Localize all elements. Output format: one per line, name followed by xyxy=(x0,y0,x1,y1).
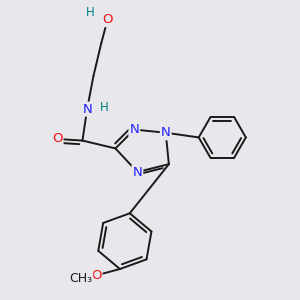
Text: CH₃: CH₃ xyxy=(69,272,92,285)
Text: O: O xyxy=(102,13,113,26)
Text: O: O xyxy=(52,133,62,146)
Text: H: H xyxy=(85,6,94,19)
Text: O: O xyxy=(91,269,102,282)
Text: N: N xyxy=(133,166,142,178)
Text: N: N xyxy=(82,103,92,116)
Text: N: N xyxy=(161,126,171,139)
Text: H: H xyxy=(100,101,109,114)
Text: N: N xyxy=(129,123,139,136)
